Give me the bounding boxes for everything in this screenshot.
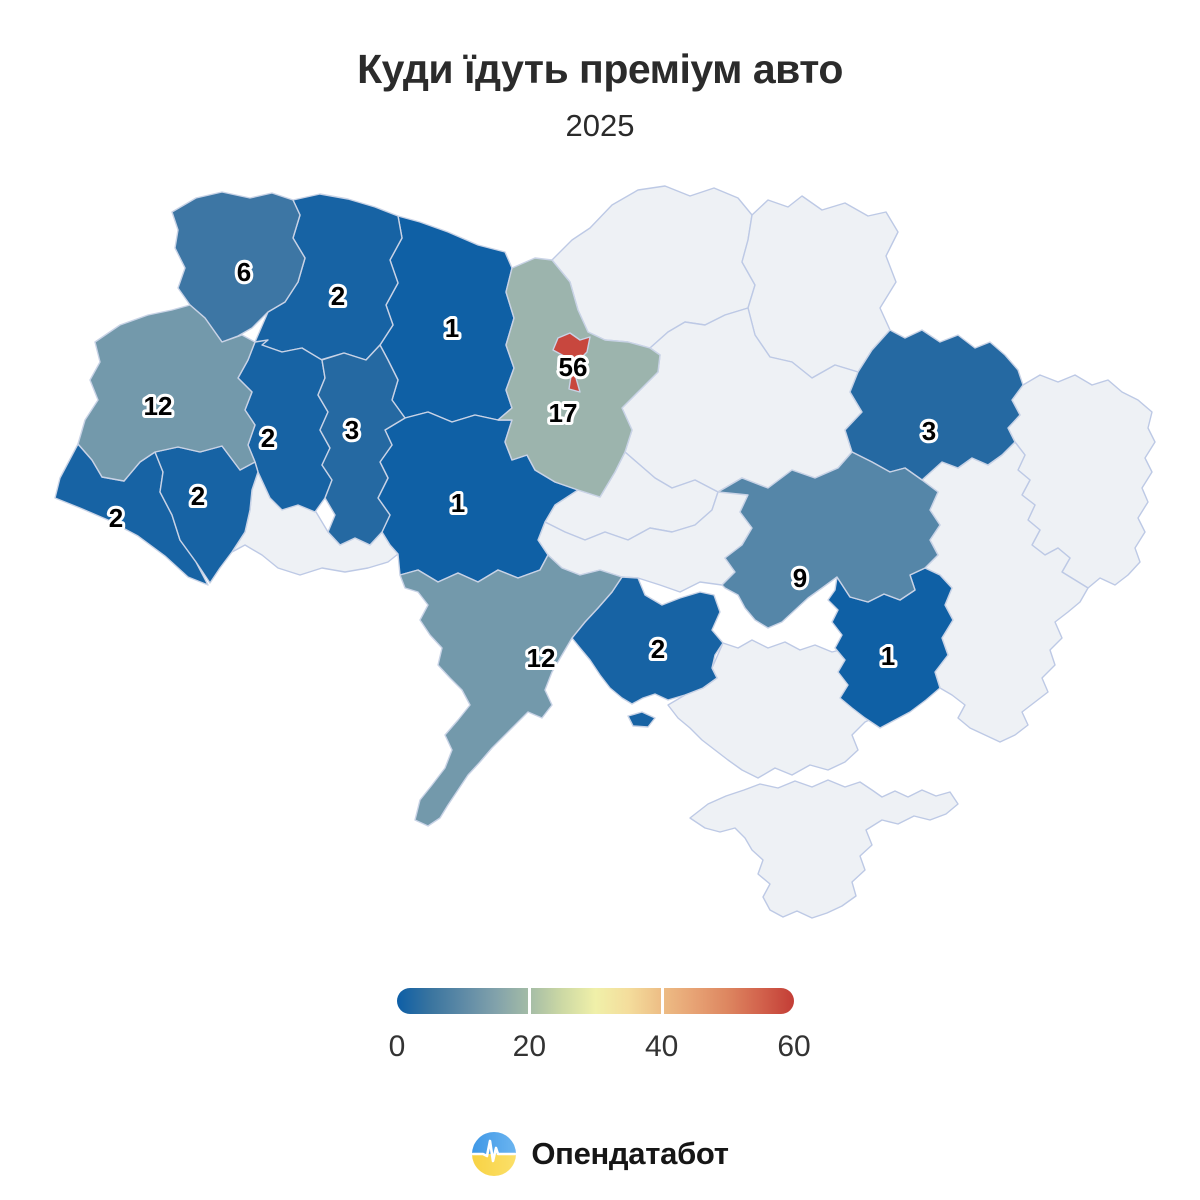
- region-value-label: 2: [191, 481, 205, 511]
- region-value-label: 12: [527, 643, 556, 673]
- region-value-label: 3: [922, 416, 936, 446]
- region-kyiv-oblast[interactable]: [497, 257, 661, 498]
- brand-footer: Опендатабот: [0, 1126, 1200, 1182]
- region-crimea[interactable]: [689, 779, 959, 919]
- region-value-label: 17: [549, 398, 578, 428]
- region-value-label: 1: [881, 641, 895, 671]
- page-title: Куди їдуть преміум авто: [357, 46, 843, 92]
- region-odesa[interactable]: [399, 554, 623, 827]
- region-kyiv-city[interactable]: [552, 332, 591, 393]
- region-lviv[interactable]: [77, 304, 256, 482]
- region-mykolaiv[interactable]: [571, 576, 724, 705]
- legend-separator: [528, 988, 532, 1014]
- region-value-label: 1: [451, 488, 465, 518]
- region-value-label: 6: [237, 257, 251, 287]
- region-khmelnytskyi[interactable]: [317, 344, 406, 546]
- brand-name: Опендатабот: [531, 1136, 729, 1171]
- region-value-label: 1: [445, 313, 459, 343]
- color-scale-bar: [397, 988, 794, 1014]
- opendatabot-logo-icon: [472, 1132, 517, 1176]
- region-value-label: 3: [345, 415, 359, 445]
- legend-tick: 0: [388, 1030, 406, 1063]
- legend-separator: [660, 988, 664, 1014]
- legend-tick-labels: 0 20 40 60: [389, 1030, 811, 1070]
- region-mykolaiv-spit[interactable]: [627, 711, 656, 728]
- region-value-label: 2: [331, 281, 345, 311]
- region-value-label: 12: [144, 391, 173, 421]
- region-value-label: 2: [651, 634, 665, 664]
- legend-tick: 20: [512, 1030, 547, 1063]
- region-kharkiv[interactable]: [844, 329, 1024, 481]
- page-subtitle: 2025: [565, 108, 635, 143]
- region-value-label: 2: [109, 503, 123, 533]
- legend-tick: 60: [777, 1030, 811, 1063]
- legend-tick: 40: [644, 1030, 679, 1063]
- region-dnipropetrovsk[interactable]: [717, 451, 941, 629]
- region-value-label: 9: [793, 563, 807, 593]
- region-value-label: 2: [261, 423, 275, 453]
- pulse-icon: [472, 1139, 517, 1163]
- region-volyn[interactable]: [171, 191, 306, 343]
- region-value-label: 56: [559, 352, 588, 382]
